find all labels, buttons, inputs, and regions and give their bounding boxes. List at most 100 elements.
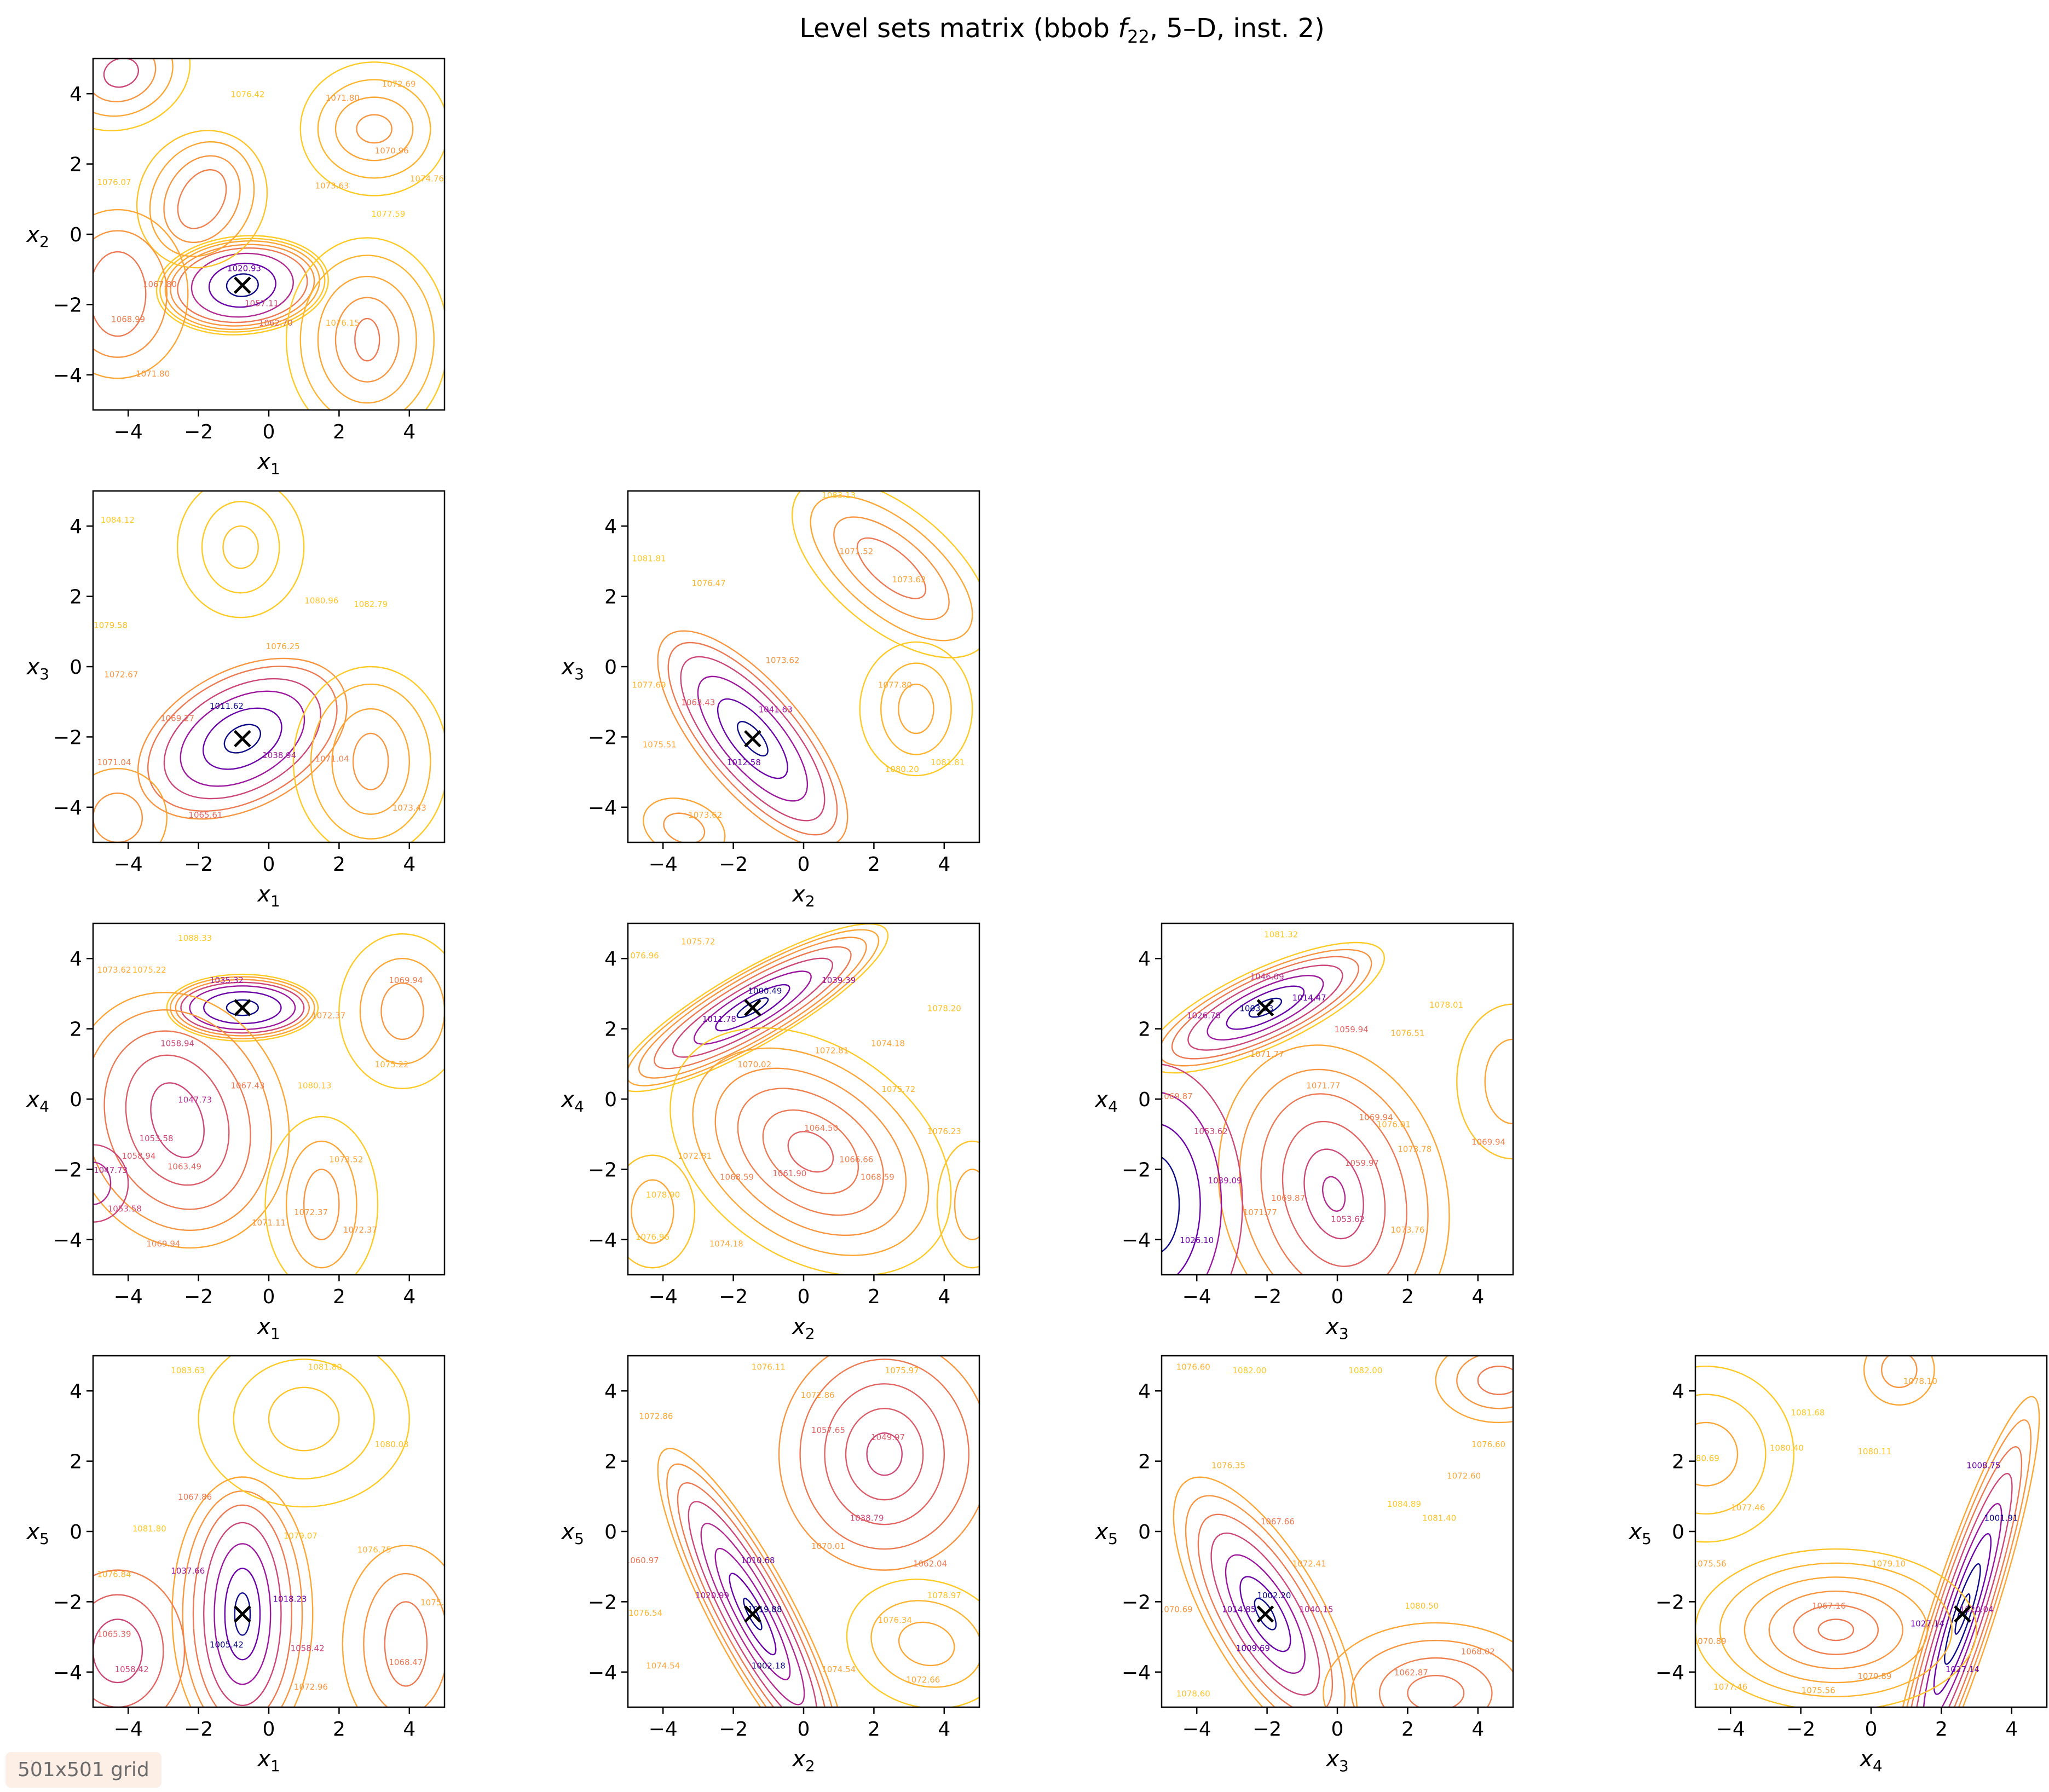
contour-line bbox=[714, 1067, 907, 1236]
level-label: 1059.94 bbox=[1335, 1025, 1369, 1034]
level-label: 1039.09 bbox=[1208, 1176, 1242, 1186]
level-label: 1073.78 bbox=[1398, 1144, 1432, 1154]
contour-line bbox=[191, 252, 294, 318]
contour-line bbox=[667, 641, 838, 836]
x-axis-label: x2 bbox=[791, 1747, 815, 1775]
x-tick-label: −4 bbox=[649, 1286, 678, 1308]
level-label: 1073.63 bbox=[315, 181, 349, 191]
optimum-marker bbox=[744, 999, 761, 1016]
y-tick-label: 0 bbox=[70, 1521, 82, 1544]
contour-panel-x1-x4: 1035.32 1058.94 1047.73 1053.58 1058.94 1063.… bbox=[26, 922, 446, 1343]
contour-line bbox=[93, 251, 147, 337]
x-tick-label: 2 bbox=[333, 1286, 345, 1308]
y-tick-label: 2 bbox=[70, 1019, 82, 1041]
contour-panel-x3-x4: 1003.931014.471026.781046.091059.941081.… bbox=[1094, 922, 1514, 1343]
level-label: 1038.94 bbox=[262, 750, 296, 760]
contour-line bbox=[331, 708, 411, 815]
contour-line bbox=[180, 981, 305, 1034]
level-label: 1076.35 bbox=[1211, 1460, 1245, 1470]
contour-line bbox=[692, 1047, 930, 1256]
contour-line bbox=[201, 501, 280, 594]
level-label: 1062.87 bbox=[1394, 1668, 1428, 1678]
y-tick-label: −2 bbox=[1122, 1591, 1151, 1614]
level-label: 1071.80 bbox=[136, 369, 170, 379]
contour-line bbox=[93, 209, 189, 379]
contour-line bbox=[845, 1408, 924, 1501]
contour-line bbox=[299, 255, 435, 410]
contour-line bbox=[1695, 1394, 1767, 1515]
y-tick-label: 0 bbox=[604, 1089, 617, 1111]
level-label: 1075.97 bbox=[885, 1366, 919, 1375]
level-label: 1079.58 bbox=[94, 620, 128, 630]
x-tick-label: −2 bbox=[719, 1286, 748, 1308]
y-tick-label: −2 bbox=[53, 1159, 82, 1181]
contour-line bbox=[292, 666, 445, 842]
axes-frame bbox=[92, 57, 446, 411]
contour-line bbox=[177, 169, 227, 229]
level-label: 1027.14 bbox=[1946, 1664, 1979, 1674]
contour-line bbox=[363, 1573, 445, 1707]
level-label: 1080.20 bbox=[885, 765, 919, 774]
contour-line bbox=[714, 1547, 791, 1680]
contour-line bbox=[177, 247, 308, 323]
contour-line bbox=[223, 724, 261, 754]
y-axis-label: x4 bbox=[1094, 1087, 1118, 1115]
contour-line bbox=[1239, 1576, 1291, 1652]
level-label: 1072.96 bbox=[294, 1682, 328, 1692]
level-label: 1071.80 bbox=[326, 93, 360, 103]
level-label: 1081.68 bbox=[1791, 1408, 1825, 1418]
level-label: 1079.10 bbox=[1872, 1559, 1906, 1569]
y-axis-label: x4 bbox=[26, 1087, 50, 1115]
level-label: 1041.63 bbox=[759, 704, 793, 714]
contour-line bbox=[880, 662, 952, 755]
x-tick-label: 4 bbox=[1471, 1286, 1484, 1308]
x-tick-label: 4 bbox=[403, 1718, 415, 1741]
contour-line bbox=[762, 1109, 859, 1194]
axes-frame bbox=[627, 1355, 980, 1708]
contour-line bbox=[643, 797, 726, 842]
contour-line bbox=[1162, 1063, 1243, 1275]
contour-line bbox=[1933, 1533, 1992, 1695]
level-label: 1073.62 bbox=[892, 575, 926, 585]
level-label: 1070.02 bbox=[737, 1060, 771, 1070]
x-axis-label: x1 bbox=[256, 1314, 280, 1343]
contour-line bbox=[729, 1573, 777, 1656]
level-label: 1073.52 bbox=[329, 1155, 363, 1165]
contour-line bbox=[103, 59, 139, 88]
contour-lines: 1008.751001.911020.041027.141027.141067.… bbox=[1686, 1356, 2040, 1707]
x-tick-label: 4 bbox=[403, 853, 415, 876]
contour-line bbox=[778, 1356, 979, 1571]
x-tick-label: 0 bbox=[263, 1286, 275, 1308]
level-label: 1069.94 bbox=[389, 975, 423, 985]
y-tick-label: 4 bbox=[1138, 948, 1151, 970]
x-tick-label: 0 bbox=[798, 1718, 810, 1741]
y-axis-label: x5 bbox=[1094, 1519, 1118, 1548]
contour-line bbox=[1863, 1356, 1935, 1406]
level-label: 1069.94 bbox=[1359, 1113, 1393, 1123]
level-label: 1078.20 bbox=[927, 1004, 961, 1014]
x-tick-label: −2 bbox=[184, 1718, 213, 1741]
level-label: 1080.40 bbox=[1770, 1443, 1804, 1453]
contour-line bbox=[846, 1579, 979, 1707]
level-label: 1064.50 bbox=[804, 1123, 838, 1133]
level-label: 1057.11 bbox=[245, 299, 279, 309]
level-label: 1080.69 bbox=[1686, 1454, 1719, 1464]
x-tick-label: −2 bbox=[184, 421, 213, 443]
level-label: 1075.51 bbox=[643, 740, 677, 750]
x-tick-label: 0 bbox=[263, 421, 275, 443]
level-label: 1068.47 bbox=[389, 1657, 423, 1667]
level-label: 1067.43 bbox=[230, 1081, 264, 1091]
contour-line bbox=[213, 1543, 272, 1685]
contour-line bbox=[1162, 941, 1385, 1074]
level-label: 1072.37 bbox=[294, 1207, 328, 1217]
level-label: 1060.97 bbox=[625, 1556, 659, 1565]
level-label: 1058.42 bbox=[291, 1643, 325, 1653]
x-tick-label: −4 bbox=[1182, 1718, 1211, 1741]
x-tick-label: 2 bbox=[333, 1718, 345, 1741]
x-tick-label: −2 bbox=[184, 853, 213, 876]
level-label: 1070.96 bbox=[375, 146, 409, 155]
level-label: 1040.15 bbox=[1299, 1605, 1333, 1615]
y-tick-label: 2 bbox=[604, 1451, 617, 1473]
x-axis-label: x1 bbox=[256, 449, 280, 478]
x-axis-label: x3 bbox=[1325, 1747, 1349, 1775]
